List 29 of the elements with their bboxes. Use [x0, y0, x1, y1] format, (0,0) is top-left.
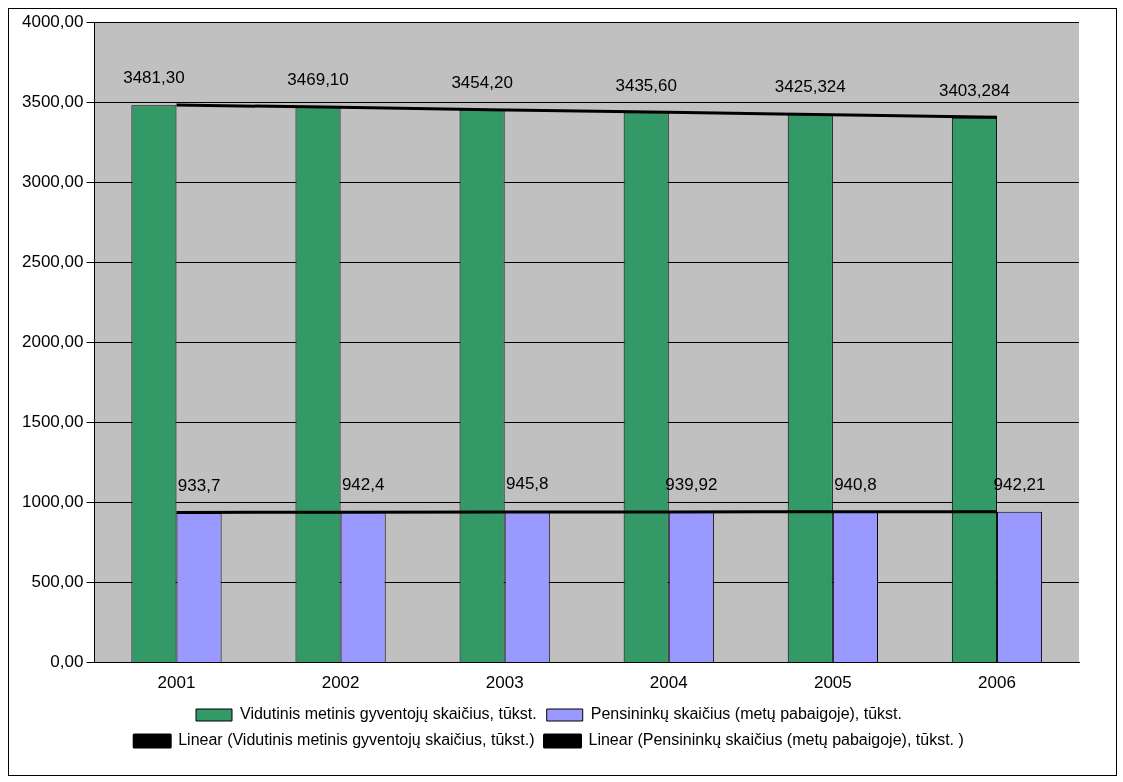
data-label: 3454,20 — [451, 72, 513, 92]
data-label: 945,8 — [505, 474, 549, 494]
data-label: 3469,10 — [287, 70, 349, 90]
y-tick-label: 2500,00 — [22, 252, 84, 272]
y-tick-label: 3000,00 — [22, 171, 84, 191]
data-label: 940,8 — [834, 475, 877, 495]
legend-label: Linear (Pensininkų skaičius (metų pabaigoje), tūkst. ) — [588, 731, 964, 749]
x-tick-label: 2004 — [649, 673, 688, 693]
y-tick-label: 1000,00 — [22, 492, 84, 512]
legend-label: Linear (Vidutinis metinis gyventojų skaičius, tūkst.) — [178, 731, 535, 749]
x-tick-label: 2001 — [157, 673, 196, 693]
y-tick-label: 0,00 — [50, 652, 84, 672]
legend-label: Vidutinis metinis gyventojų skaičius, tūkst. — [240, 705, 537, 723]
legend-label: Pensininkų skaičius (metų pabaigoje), tūkst. — [590, 705, 902, 723]
y-tick-label: 3500,00 — [22, 91, 84, 111]
data-label: 3425,324 — [774, 77, 846, 97]
x-tick-label: 2005 — [813, 673, 852, 693]
x-tick-label: 2002 — [321, 673, 360, 693]
y-tick-label: 1500,00 — [22, 412, 84, 432]
y-tick-label: 2000,00 — [22, 332, 84, 352]
data-label: 933,7 — [177, 476, 221, 496]
data-label: 3403,284 — [938, 80, 1010, 100]
data-label: 3481,30 — [123, 68, 185, 88]
y-tick-label: 500,00 — [31, 572, 84, 592]
x-tick-label: 2003 — [485, 673, 524, 693]
data-label: 942,4 — [341, 474, 385, 494]
data-label: 3435,60 — [615, 75, 677, 95]
x-tick-label: 2006 — [978, 673, 1016, 693]
y-tick-label: 4000,00 — [22, 11, 84, 31]
